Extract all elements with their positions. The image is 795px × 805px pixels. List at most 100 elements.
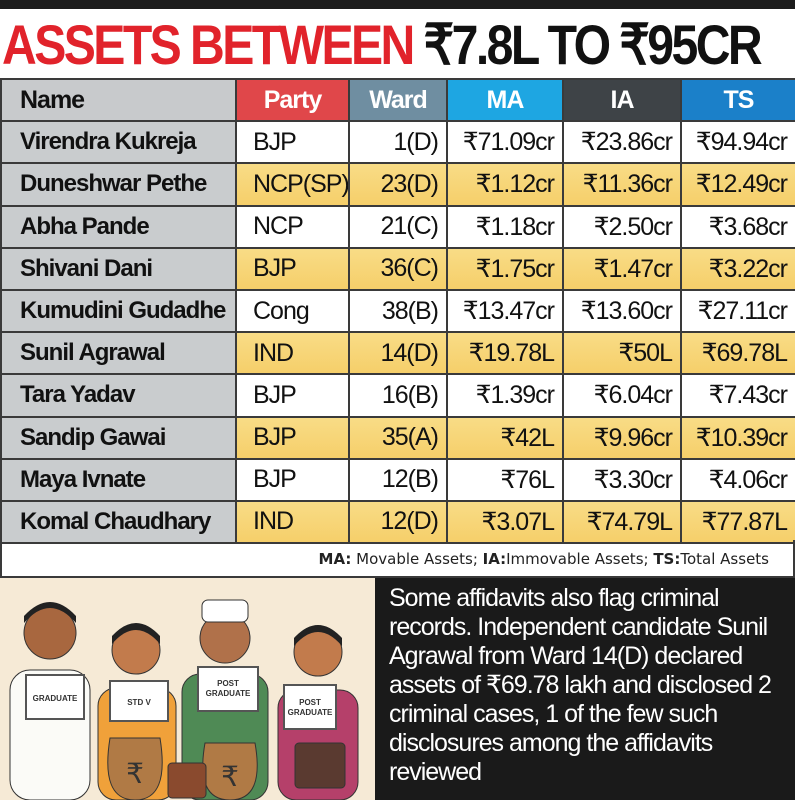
cell-ward: 36(C) xyxy=(348,246,448,291)
legend-ma-text: Movable Assets; xyxy=(351,550,483,568)
cell-ward: 35(A) xyxy=(348,415,448,460)
cell-ma: ₹13.47cr xyxy=(446,288,564,334)
cell-name: Komal Chaudhary xyxy=(0,499,237,545)
cell-ia: ₹1.47cr xyxy=(562,246,682,291)
money-bag-icon: ₹ xyxy=(202,742,258,801)
cell-name: Sunil Agrawal xyxy=(0,331,237,376)
legend-ma-key: MA: xyxy=(318,550,352,568)
cell-party: Cong xyxy=(235,288,350,334)
briefcase-icon xyxy=(167,762,207,799)
assets-table: Name Party Ward MA IA TS Virendra Kukrej… xyxy=(0,77,795,545)
header-ia: IA xyxy=(562,77,682,123)
header-name: Name xyxy=(0,77,237,123)
header-row: Name Party Ward MA IA TS xyxy=(0,77,795,123)
candidates-illustration: GRADUATE STD V POST GRADUATE POST GRADUA… xyxy=(0,578,375,801)
cell-ward: 14(D) xyxy=(348,331,448,376)
cell-name: Tara Yadav xyxy=(0,373,237,418)
cell-ma: ₹42L xyxy=(446,415,564,460)
cell-name: Virendra Kukreja xyxy=(0,120,237,165)
cell-ma: ₹76L xyxy=(446,457,564,502)
header-ward: Ward xyxy=(348,77,448,123)
table-row: Abha Pande NCP 21(C) ₹1.18cr ₹2.50cr ₹3.68cr xyxy=(0,204,795,249)
placard-std-v: STD V xyxy=(109,680,169,722)
cell-name: Shivani Dani xyxy=(0,246,237,291)
cell-ts: ₹7.43cr xyxy=(680,373,795,418)
cell-ia: ₹2.50cr xyxy=(562,204,682,249)
briefcase-icon xyxy=(294,742,346,789)
cell-name: Sandip Gawai xyxy=(0,415,237,460)
cell-ts: ₹27.11cr xyxy=(680,288,795,334)
cell-ma: ₹1.75cr xyxy=(446,246,564,291)
legend-ia-key: IA: xyxy=(482,550,507,568)
legend-ts-text: Total Assets xyxy=(680,550,769,568)
svg-text:STD V: STD V xyxy=(127,698,151,707)
cell-party: BJP xyxy=(235,457,350,502)
header-ts: TS xyxy=(680,77,795,123)
header-ma: MA xyxy=(446,77,564,123)
headline-part1: ASSETS BETWEEN xyxy=(2,13,415,76)
header-party: Party xyxy=(235,77,350,123)
cell-ma: ₹1.18cr xyxy=(446,204,564,249)
table-row: Virendra Kukreja BJP 1(D) ₹71.09cr ₹23.86cr ₹… xyxy=(0,120,795,165)
cell-party: BJP xyxy=(235,120,350,165)
cell-ward: 16(B) xyxy=(348,373,448,418)
table-row: Tara Yadav BJP 16(B) ₹1.39cr ₹6.04cr ₹7.43cr xyxy=(0,373,795,418)
cell-ts: ₹4.06cr xyxy=(680,457,795,502)
cell-party: BJP xyxy=(235,373,350,418)
cell-ia: ₹3.30cr xyxy=(562,457,682,502)
cell-ward: 38(B) xyxy=(348,288,448,334)
svg-text:GRADUATE: GRADUATE xyxy=(33,694,78,703)
table-row: Duneshwar Pethe NCP(SP) 23(D) ₹1.12cr ₹11.36… xyxy=(0,162,795,207)
money-bag-icon: ₹ xyxy=(107,737,163,801)
svg-text:₹: ₹ xyxy=(221,760,239,793)
legend-ts-key: TS: xyxy=(653,550,681,568)
headline: ASSETS BETWEEN ₹7.8L TO ₹95CR xyxy=(2,13,763,76)
cell-name: Abha Pande xyxy=(0,204,237,249)
cell-ts: ₹12.49cr xyxy=(680,162,795,207)
cell-ma: ₹19.78L xyxy=(446,331,564,376)
svg-text:₹: ₹ xyxy=(126,757,144,790)
cell-ts: ₹77.87L xyxy=(680,499,795,545)
cell-ia: ₹50L xyxy=(562,331,682,376)
table-row: Kumudini Gudadhe Cong 38(B) ₹13.47cr ₹13.60c… xyxy=(0,288,795,334)
cell-ts: ₹10.39cr xyxy=(680,415,795,460)
cell-ts: ₹94.94cr xyxy=(680,120,795,165)
svg-text:POST: POST xyxy=(217,679,239,688)
cell-name: Maya Ivnate xyxy=(0,457,237,502)
cell-ts: ₹69.78L xyxy=(680,331,795,376)
table-row: Komal Chaudhary IND 12(D) ₹3.07L ₹74.79L ₹77.… xyxy=(0,499,795,545)
svg-text:POST: POST xyxy=(299,698,321,707)
cell-ma: ₹1.39cr xyxy=(446,373,564,418)
cell-ia: ₹11.36cr xyxy=(562,162,682,207)
cell-ma: ₹3.07L xyxy=(446,499,564,545)
cell-ia: ₹6.04cr xyxy=(562,373,682,418)
table-row: Sandip Gawai BJP 35(A) ₹42L ₹9.96cr ₹10.39cr xyxy=(0,415,795,460)
cell-ts: ₹3.22cr xyxy=(680,246,795,291)
cell-name: Duneshwar Pethe xyxy=(0,162,237,207)
cell-party: NCP xyxy=(235,204,350,249)
cell-ward: 1(D) xyxy=(348,120,448,165)
placard-graduate: GRADUATE xyxy=(25,674,85,720)
abbreviation-legend: MA: Movable Assets; IA:Immovable Assets;… xyxy=(0,540,795,578)
placard-post-graduate-2: POST GRADUATE xyxy=(283,684,337,730)
cell-ward: 21(C) xyxy=(348,204,448,249)
cell-ts: ₹3.68cr xyxy=(680,204,795,249)
cell-ia: ₹74.79L xyxy=(562,499,682,545)
cell-ward: 12(B) xyxy=(348,457,448,502)
cell-ia: ₹23.86cr xyxy=(562,120,682,165)
cell-ia: ₹9.96cr xyxy=(562,415,682,460)
placard-post-graduate-1: POST GRADUATE xyxy=(197,666,259,712)
table-row: Maya Ivnate BJP 12(B) ₹76L ₹3.30cr ₹4.06cr xyxy=(0,457,795,502)
cell-ia: ₹13.60cr xyxy=(562,288,682,334)
cell-name: Kumudini Gudadhe xyxy=(0,288,237,334)
cell-ward: 23(D) xyxy=(348,162,448,207)
cell-party: BJP xyxy=(235,246,350,291)
story-text: Some affidavits also flag criminal recor… xyxy=(375,578,795,800)
cell-ward: 12(D) xyxy=(348,499,448,545)
svg-text:GRADUATE: GRADUATE xyxy=(288,708,333,717)
headline-part2: ₹7.8L TO ₹95CR xyxy=(423,13,763,76)
cell-party: BJP xyxy=(235,415,350,460)
cell-party: IND xyxy=(235,331,350,376)
candidates-illustration-svg: GRADUATE STD V POST GRADUATE POST GRADUA… xyxy=(9,599,359,801)
cell-ma: ₹71.09cr xyxy=(446,120,564,165)
